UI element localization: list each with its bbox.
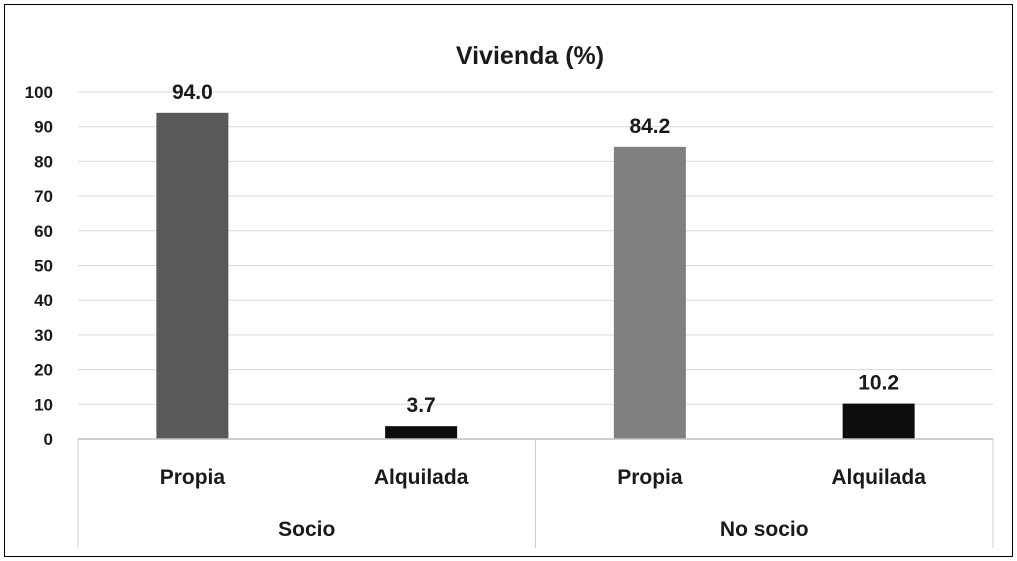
bar-no-socio-propia xyxy=(613,146,686,440)
data-label: 84.2 xyxy=(629,115,670,138)
x-axis: Propia Alquilada Socio Propia Alquilada No so… xyxy=(77,438,994,548)
bar-socio-alquilada xyxy=(385,426,458,439)
category-label: Alquilada xyxy=(374,466,469,489)
data-label: 10.2 xyxy=(858,372,899,395)
gridlines xyxy=(78,91,993,405)
bars xyxy=(156,112,915,440)
data-labels: 94.0 3.7 84.2 10.2 xyxy=(172,81,899,417)
category-label: Propia xyxy=(160,466,226,489)
y-tick-label: 0 xyxy=(44,430,53,449)
y-tick-label: 100 xyxy=(25,83,53,102)
y-tick-label: 40 xyxy=(34,291,53,310)
data-label: 3.7 xyxy=(407,394,436,417)
y-tick-label: 50 xyxy=(34,257,53,276)
y-tick-label: 90 xyxy=(34,118,53,137)
y-tick-label: 30 xyxy=(34,326,53,345)
y-tick-label: 80 xyxy=(34,152,53,171)
chart-title: Vivienda (%) xyxy=(456,42,604,70)
data-label: 94.0 xyxy=(172,81,213,104)
category-label: Propia xyxy=(617,466,683,489)
bar-socio-propia xyxy=(156,112,229,439)
bar-no-socio-alquilada xyxy=(842,403,915,439)
y-tick-label: 70 xyxy=(34,187,53,206)
y-tick-label: 60 xyxy=(34,222,53,241)
y-tick-label: 20 xyxy=(34,361,53,380)
y-tick-label: 10 xyxy=(34,395,53,414)
y-axis-ticks: 0 10 20 30 40 50 60 70 80 90 100 xyxy=(25,83,53,449)
group-label: Socio xyxy=(278,518,335,541)
group-label: No socio xyxy=(720,518,809,541)
category-label: Alquilada xyxy=(831,466,926,489)
